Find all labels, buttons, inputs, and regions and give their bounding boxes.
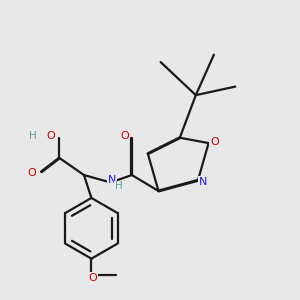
Text: O: O <box>210 137 219 147</box>
Text: O: O <box>28 168 37 178</box>
Text: H: H <box>29 131 37 141</box>
Text: O: O <box>88 273 98 283</box>
Text: N: N <box>199 177 207 187</box>
Text: H: H <box>115 181 122 191</box>
Text: O: O <box>46 131 55 141</box>
Text: O: O <box>120 131 129 141</box>
Text: N: N <box>108 175 116 185</box>
